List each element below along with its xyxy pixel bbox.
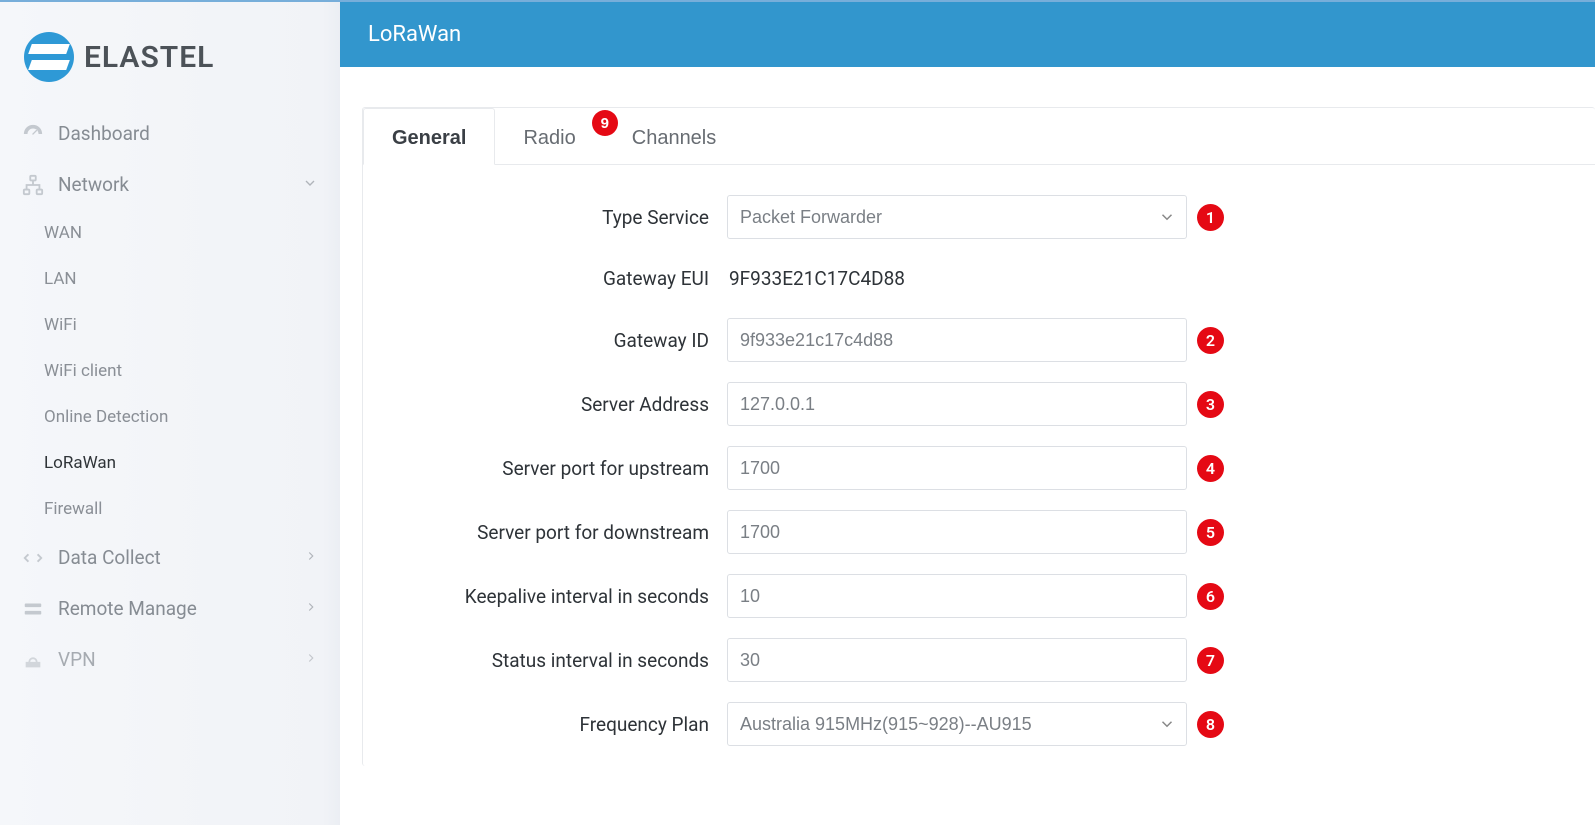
form-label: Frequency Plan (363, 713, 727, 736)
callout-badge: 4 (1197, 455, 1224, 482)
form-row: Server Address 3 (363, 372, 1595, 436)
form-control-wrap: 6 (727, 574, 1224, 618)
form-row: Gateway EUI9F933E21C17C4D88 (363, 249, 1595, 308)
sidebar-item-wan[interactable]: WAN (0, 210, 340, 256)
form-control-wrap: Packet Forwarder 1 (727, 195, 1224, 239)
form-control-wrap: Australia 915MHz(915~928)--AU915 8 (727, 702, 1224, 746)
chevron-right-icon (304, 600, 318, 618)
form-control-wrap: 5 (727, 510, 1224, 554)
tab-channels[interactable]: Channels (604, 108, 745, 164)
form-input[interactable] (727, 318, 1187, 362)
settings-card: General Radio 9 Channels Type ServicePac… (362, 107, 1595, 766)
form-input[interactable] (727, 382, 1187, 426)
tab-label: Channels (632, 127, 717, 149)
data-collect-icon (22, 547, 44, 569)
tab-label: Radio (523, 127, 575, 149)
form-row: Keepalive interval in seconds 6 (363, 564, 1595, 628)
nav: Dashboard Network WAN LAN WiFi WiFi clie… (0, 108, 340, 685)
form-row: Frequency PlanAustralia 915MHz(915~928)-… (363, 692, 1595, 756)
sidebar-item-firewall[interactable]: Firewall (0, 486, 340, 532)
callout-badge: 2 (1197, 327, 1224, 354)
tabs: General Radio 9 Channels (363, 108, 1595, 165)
dashboard-icon (22, 123, 44, 145)
sidebar-item-label: Data Collect (58, 546, 161, 569)
form-row: Type ServicePacket Forwarder 1 (363, 185, 1595, 249)
form-label: Status interval in seconds (363, 649, 727, 672)
sidebar-item-data-collect[interactable]: Data Collect (0, 532, 340, 583)
sidebar-item-lan[interactable]: LAN (0, 256, 340, 302)
form-input[interactable] (727, 574, 1187, 618)
content: General Radio 9 Channels Type ServicePac… (340, 67, 1595, 825)
form-label: Server port for downstream (363, 521, 727, 544)
form-label: Gateway EUI (363, 267, 727, 290)
form-label: Server port for upstream (363, 457, 727, 480)
logo-mark-icon (24, 32, 74, 82)
page-title: LoRaWan (368, 22, 461, 47)
form-control-wrap: 4 (727, 446, 1224, 490)
form-label: Gateway ID (363, 329, 727, 352)
vpn-icon (22, 649, 44, 671)
brand-name: ELASTEL (84, 40, 214, 75)
form-input[interactable] (727, 446, 1187, 490)
form-control-wrap: 3 (727, 382, 1224, 426)
callout-badge: 7 (1197, 647, 1224, 674)
tab-label: General (392, 127, 466, 149)
form-row: Server port for upstream 4 (363, 436, 1595, 500)
tab-radio[interactable]: Radio 9 (495, 108, 603, 164)
callout-badge: 1 (1197, 204, 1224, 231)
form-label: Keepalive interval in seconds (363, 585, 727, 608)
sidebar-item-vpn[interactable]: VPN (0, 634, 340, 685)
sidebar-item-remote-manage[interactable]: Remote Manage (0, 583, 340, 634)
form-row: Server port for downstream 5 (363, 500, 1595, 564)
form-label: Server Address (363, 393, 727, 416)
callout-badge: 6 (1197, 583, 1224, 610)
chevron-down-icon (302, 175, 318, 195)
sidebar-item-dashboard[interactable]: Dashboard (0, 108, 340, 159)
main: LoRaWan General Radio 9 Channels (340, 2, 1595, 825)
form-input[interactable] (727, 638, 1187, 682)
callout-badge: 5 (1197, 519, 1224, 546)
sidebar-item-wifi[interactable]: WiFi (0, 302, 340, 348)
form-static-value: 9F933E21C17C4D88 (727, 259, 907, 298)
network-icon (22, 174, 44, 196)
form-control-wrap: 2 (727, 318, 1224, 362)
sidebar-item-online-detection[interactable]: Online Detection (0, 394, 340, 440)
sidebar-item-wifi-client[interactable]: WiFi client (0, 348, 340, 394)
form-select[interactable]: Packet Forwarder (727, 195, 1187, 239)
sidebar-item-label: VPN (58, 648, 96, 671)
logo: ELASTEL (0, 20, 340, 108)
form-control-wrap: 7 (727, 638, 1224, 682)
form: Type ServicePacket Forwarder 1 Gateway EUI… (363, 165, 1595, 766)
chevron-right-icon (304, 549, 318, 567)
form-control-wrap: 9F933E21C17C4D88 (727, 259, 907, 298)
sidebar-item-label: Network (58, 173, 129, 196)
app-root: ELASTEL Dashboard Network WAN L (0, 0, 1595, 825)
form-row: Status interval in seconds 7 (363, 628, 1595, 692)
form-select[interactable]: Australia 915MHz(915~928)--AU915 (727, 702, 1187, 746)
sidebar: ELASTEL Dashboard Network WAN L (0, 2, 340, 825)
sidebar-item-label: Remote Manage (58, 597, 197, 620)
remote-manage-icon (22, 598, 44, 620)
form-label: Type Service (363, 206, 727, 229)
chevron-right-icon (304, 651, 318, 669)
tab-general[interactable]: General (363, 108, 495, 165)
page-header: LoRaWan (340, 2, 1595, 67)
callout-badge: 8 (1197, 711, 1224, 738)
sidebar-item-lorawan[interactable]: LoRaWan (0, 440, 340, 486)
sidebar-item-label: Dashboard (58, 122, 150, 145)
form-row: Gateway ID 2 (363, 308, 1595, 372)
callout-badge: 3 (1197, 391, 1224, 418)
sidebar-item-network[interactable]: Network (0, 159, 340, 210)
form-input[interactable] (727, 510, 1187, 554)
